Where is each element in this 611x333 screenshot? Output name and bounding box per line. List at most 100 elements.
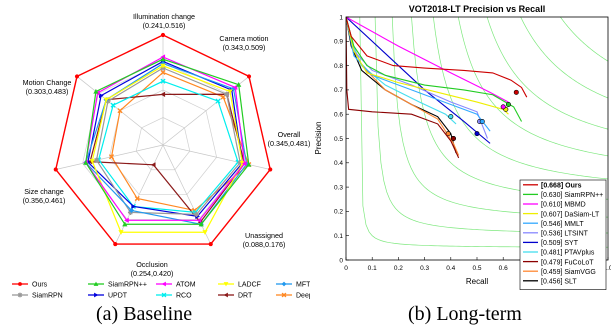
- radar-spoke: [162, 144, 212, 245]
- legend-entry: [0.546] MMLT: [523, 221, 584, 228]
- legend-label: [0.536] LTSINT: [541, 231, 589, 238]
- y-tick-label: 0.1: [334, 233, 343, 240]
- y-tick-label: 0.2: [334, 209, 343, 216]
- fscore-isoline: [486, 17, 608, 130]
- chart-title: VOT2018-LT Precision vs Recall: [409, 4, 545, 14]
- legend-marker: [93, 281, 99, 286]
- y-tick-label: 0.6: [334, 112, 343, 119]
- legend-label: Ours: [32, 282, 48, 289]
- radar-point: [160, 78, 166, 84]
- legend-entry: UPDT: [88, 292, 128, 300]
- pr-series: [346, 17, 528, 159]
- radar-polygon: [110, 71, 250, 212]
- radar-point: [105, 98, 111, 104]
- radar-grid-ring: [135, 117, 191, 171]
- legend-entry: Ours: [12, 282, 48, 289]
- radar-point: [113, 242, 118, 247]
- radar-point: [202, 230, 208, 235]
- radar-point: [83, 160, 89, 165]
- y-tick-label: 0: [339, 257, 343, 264]
- x-tick-label: 0.5: [472, 265, 481, 272]
- y-axis-label: Precision: [314, 122, 323, 155]
- radar-polygon: [95, 67, 241, 215]
- legend-entry: DeepSTRCF: [276, 292, 310, 300]
- y-tick-label: 0.9: [334, 39, 343, 46]
- x-tick-label: 0: [344, 265, 348, 272]
- legend-marker: [281, 281, 287, 287]
- radar-point: [160, 91, 166, 97]
- pr-series-mmlt: [346, 17, 491, 132]
- fscore-isoline: [520, 17, 608, 99]
- radar-series-siamrpn-: [83, 56, 252, 227]
- legend-label: RCO: [176, 293, 192, 300]
- radar-polygon: [55, 34, 271, 245]
- radar-point: [198, 221, 204, 227]
- radar-point: [241, 161, 247, 167]
- radar-point: [224, 91, 230, 97]
- y-tick-label: 0.4: [334, 160, 343, 167]
- legend-entry: [0.536] LTSINT: [523, 231, 589, 238]
- legend-entry: [0.610] MBMD: [523, 202, 586, 209]
- legend-marker: [17, 292, 23, 298]
- radar-point: [196, 217, 202, 223]
- legend-entry: [0.456] SLT: [523, 279, 577, 286]
- legend-marker: [94, 292, 99, 298]
- legend-label: LADCF: [238, 282, 261, 289]
- radar-point: [128, 207, 135, 214]
- pr-fmax-marker: [479, 118, 485, 124]
- radar-axis-range: (0.241,0.516): [143, 21, 186, 30]
- pr-series-ours: [346, 17, 528, 98]
- radar-axis-label: Unassigned: [245, 231, 283, 240]
- y-tick-label: 0.5: [334, 136, 343, 143]
- y-tick-label: 0.7: [334, 87, 343, 94]
- radar-polygon: [85, 58, 250, 225]
- pr-series-ltsint: [346, 17, 488, 139]
- radar-axis-label: Motion Change: [23, 78, 72, 87]
- x-tick-label: 0.2: [394, 265, 403, 272]
- radar-axis-label: Size change: [24, 187, 64, 196]
- radar-series-deepstrcf: [108, 69, 252, 213]
- radar-point: [246, 74, 252, 79]
- pr-curve: [346, 17, 491, 132]
- legend-entry: [0.630] SiamRPN++: [523, 192, 603, 199]
- caption-long-term: (b) Long-term: [408, 303, 522, 325]
- pr-series-siamrpn-: [346, 17, 523, 122]
- radar-polygon: [98, 80, 239, 214]
- radar-point: [160, 56, 166, 62]
- legend-entry: ATOM: [156, 281, 196, 289]
- radar-point: [246, 161, 252, 167]
- radar-point: [108, 154, 115, 160]
- x-tick-label: 0.3: [420, 265, 429, 272]
- radar-point: [98, 93, 104, 99]
- radar-axis-range: (0.356,0.461): [23, 196, 66, 205]
- radar-axis-label: Occlusion: [136, 260, 168, 269]
- legend-entry: RCO: [156, 292, 192, 300]
- pr-fmax-marker: [500, 104, 506, 110]
- legend-entry: SiamRPN++: [88, 281, 147, 289]
- pr-curve: [346, 17, 491, 144]
- pr-curve: [346, 17, 509, 115]
- pr-fmax-marker: [505, 101, 511, 107]
- legend-marker: [161, 292, 167, 298]
- legend-label: [0.607] DaSiam-LT: [541, 211, 600, 218]
- radar-point: [268, 167, 273, 172]
- radar-axis-label: Camera motion: [219, 34, 268, 43]
- pr-series-dasiam-lt: [346, 17, 509, 115]
- radar-series-ours: [53, 32, 273, 247]
- legend-label: UPDT: [108, 293, 128, 300]
- radar-point: [227, 89, 233, 95]
- x-tick-label: 1.0: [603, 265, 611, 272]
- legend-entry: [0.607] DaSiam-LT: [523, 211, 600, 218]
- pr-curve: [346, 17, 509, 103]
- radar-chart: Illumination change(0.241,0.516) Camera m…: [12, 12, 310, 300]
- legend-label: SiamRPN: [32, 293, 63, 300]
- radar-axis-range: (0.343,0.509): [223, 43, 266, 52]
- legend-entry: [0.479] FuCoLoT: [523, 259, 594, 266]
- legend-entry: [0.509] SYT: [523, 240, 579, 247]
- legend-marker: [161, 281, 166, 287]
- x-tick-label: 0.1: [368, 265, 377, 272]
- radar-point: [193, 211, 200, 217]
- radar-point: [117, 108, 123, 114]
- radar-axis-range: (0.303,0.483): [26, 87, 69, 96]
- y-tick-label: 0.8: [334, 63, 343, 70]
